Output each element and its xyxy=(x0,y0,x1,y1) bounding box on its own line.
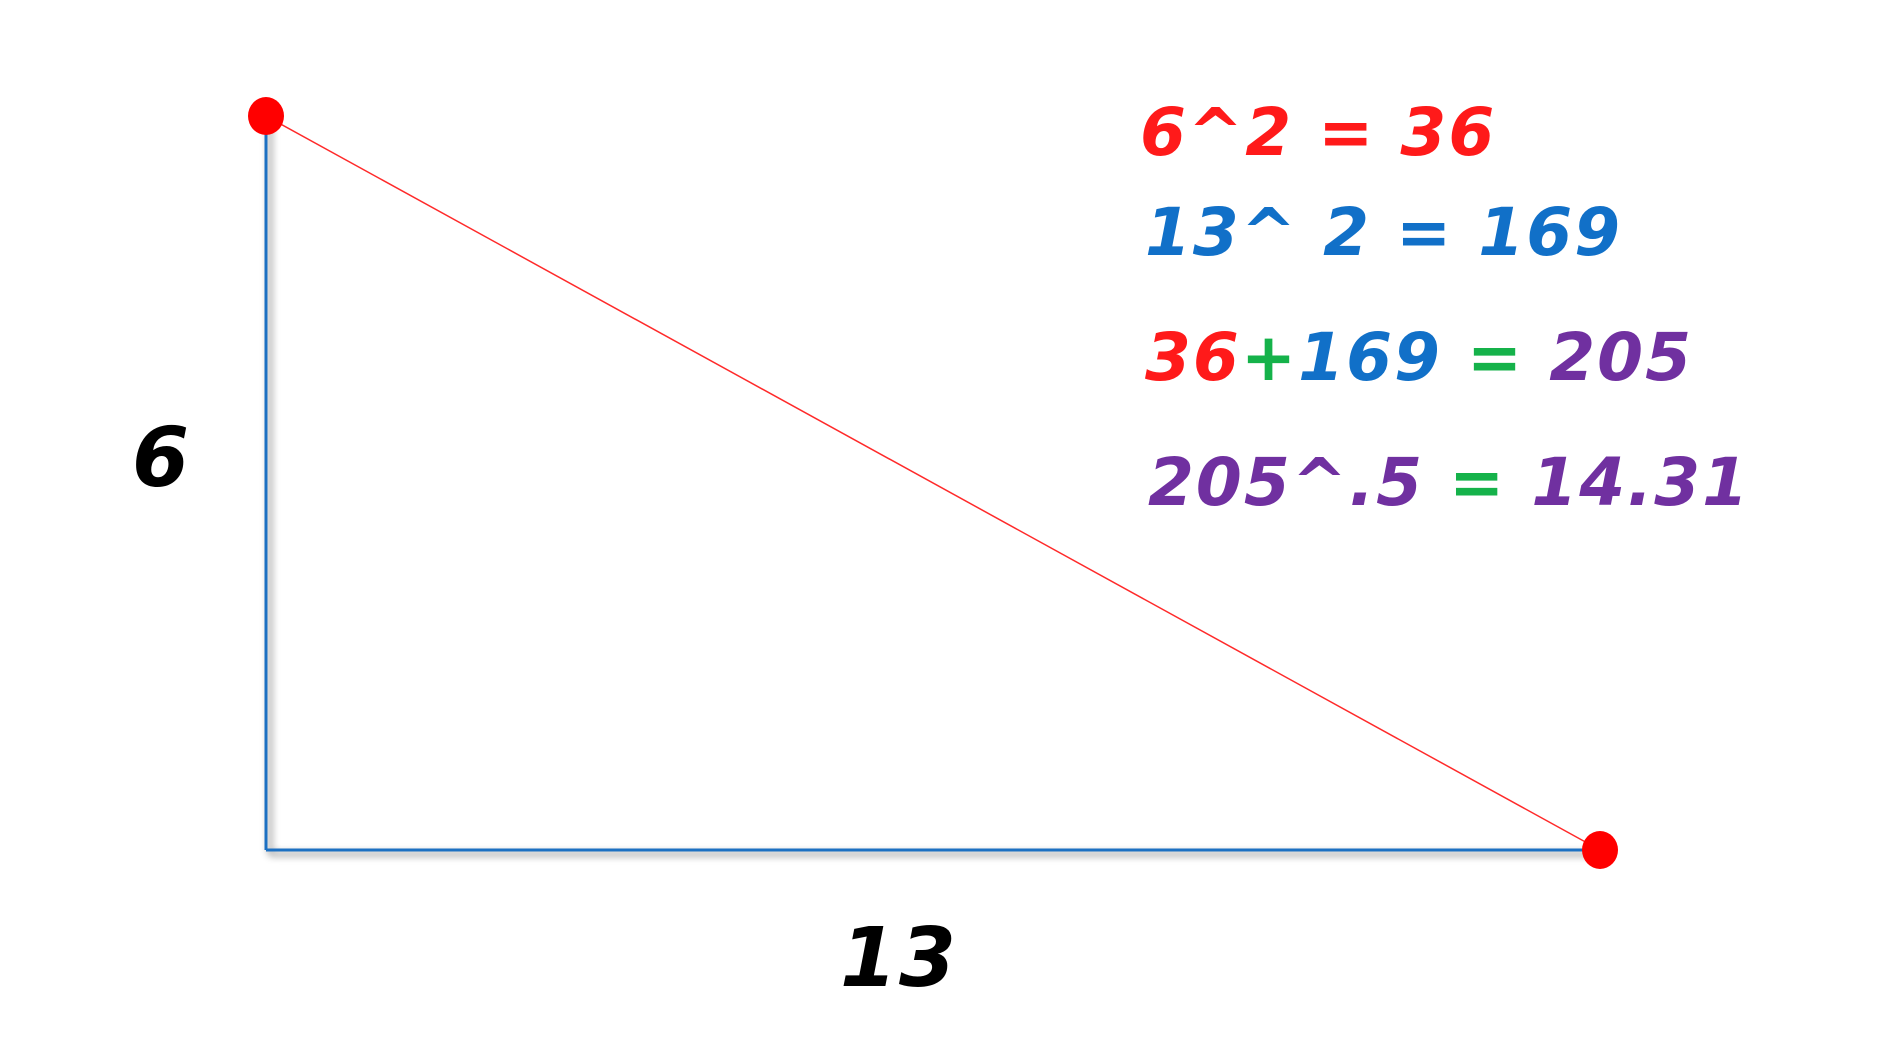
term-169: 169 xyxy=(1298,319,1442,396)
top-vertex-dot xyxy=(248,97,284,135)
equation-line-1: 6^2 = 36 xyxy=(1140,94,1497,171)
side-label-6: 6 xyxy=(132,411,192,506)
right-vertex-dot xyxy=(1582,831,1618,869)
power-expression: 205^.5 xyxy=(1148,444,1425,521)
side-label-13: 13 xyxy=(840,911,959,1006)
equation-line-2: 13^ 2 = 169 xyxy=(1145,194,1623,271)
equals-sign: = xyxy=(1424,444,1532,521)
equals-sign: = xyxy=(1441,319,1550,396)
equation-line-3: 36+169 = 205 xyxy=(1145,325,1693,391)
plus-sign: + xyxy=(1240,319,1299,396)
sum-205: 205 xyxy=(1549,319,1693,396)
hypotenuse xyxy=(265,115,1601,851)
equation-line-4: 205^.5 = 14.31 xyxy=(1148,450,1750,516)
term-36: 36 xyxy=(1145,319,1241,396)
result-value: 14.31 xyxy=(1531,444,1751,521)
